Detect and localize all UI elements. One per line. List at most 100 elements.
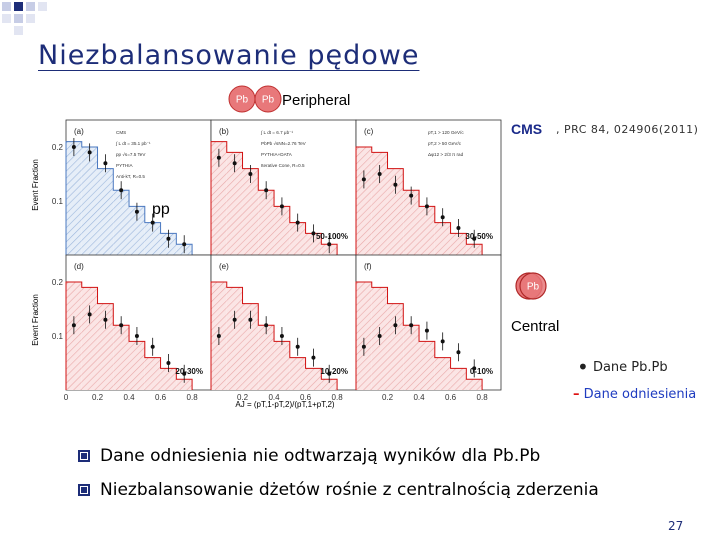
reference-bar [144, 222, 161, 255]
x-tick-label: 0.8 [187, 393, 199, 402]
data-point [182, 242, 187, 247]
reference-histogram-line [355, 281, 483, 390]
page-number: 27 [668, 519, 684, 533]
reference-bar [81, 287, 98, 390]
data-point [119, 323, 124, 328]
x-tick-label: 0.4 [413, 393, 425, 402]
panel-tag: (d) [74, 262, 84, 271]
cms-label: CMS [511, 121, 543, 137]
reference-bar [258, 325, 275, 390]
red-line-icon: – [573, 387, 580, 402]
reference-histogram-line [210, 141, 338, 255]
panel-annotation: pT,1 > 120 GeV/c [428, 130, 464, 135]
data-point [134, 334, 139, 338]
x-tick-label: 0.8 [477, 393, 489, 402]
data-point [87, 312, 92, 317]
data-point [377, 334, 382, 338]
peripheral-label: Peripheral [282, 92, 351, 109]
reference-bar [129, 206, 145, 255]
reference-bar [66, 141, 82, 255]
reference-bar [321, 379, 338, 390]
legend-data-item: • Dane Pb.Pb [577, 355, 668, 379]
reference-bar [274, 206, 290, 255]
data-point [103, 317, 108, 322]
reference-bar [211, 141, 227, 255]
data-point [103, 161, 108, 166]
centrality-label: 0-10% [470, 367, 493, 376]
y-tick-label: 0.1 [52, 197, 64, 206]
x-tick-label: 0.4 [123, 393, 135, 402]
reference-bar [450, 368, 467, 390]
x-tick-label: 0.2 [92, 393, 104, 402]
data-point [424, 204, 429, 209]
cms-aj-figure: (a) CMS ∫ L dt = 35.1 pb⁻¹ pp √s=7.5 TeV PYT… [31, 119, 502, 409]
reference-bar [419, 341, 435, 390]
data-point [311, 355, 316, 360]
legend-data-label: Dane Pb.Pb [592, 360, 668, 375]
reference-bar [113, 325, 130, 390]
data-point [361, 177, 366, 182]
reference-bar [97, 168, 114, 255]
panel-annotation: PbPb √sNN=2.76 TeV [261, 141, 307, 146]
data-point [232, 317, 237, 322]
data-point [456, 350, 461, 355]
reference-bar [466, 379, 483, 390]
data-point [150, 344, 155, 349]
reference-bar [289, 357, 306, 390]
panel-tag: (b) [219, 127, 229, 136]
x-tick-label: 0.6 [300, 393, 312, 402]
reference-bar [466, 244, 483, 255]
reference-histogram-line [65, 281, 193, 390]
reference-bar [434, 357, 451, 390]
panel-annotation: pT,2 > 50 GeV/c [428, 141, 462, 146]
data-point [182, 371, 187, 376]
reference-bar [419, 206, 435, 255]
data-point [232, 161, 237, 166]
square-bullet-icon [78, 484, 90, 496]
x-tick-label: 0.6 [445, 393, 457, 402]
data-point [295, 344, 300, 349]
x-tick-label: 0.4 [268, 393, 280, 402]
data-point [472, 366, 477, 371]
data-point [327, 242, 332, 247]
data-point [361, 344, 366, 349]
reference-histogram-line [210, 281, 338, 390]
reference-bar [129, 341, 145, 390]
panel-annotation: Δφ12 > 2/3 π rad [428, 152, 464, 157]
reference-bar [403, 325, 420, 390]
reference-bar [176, 379, 193, 390]
reference-histogram-line [355, 146, 483, 255]
pb-pb-nuclei-icon: Pb Pb [228, 85, 282, 113]
centrality-label: 10-20% [320, 367, 348, 376]
panel-tag: (c) [364, 127, 374, 136]
centrality-label: 50-100% [316, 232, 348, 241]
reference-citation: , PRC 84, 024906(2011) [556, 123, 699, 136]
data-point [119, 188, 124, 193]
data-point [150, 220, 155, 225]
data-point [377, 172, 382, 176]
centrality-label: 20-30% [175, 367, 203, 376]
reference-bar [113, 190, 130, 255]
reference-bar [226, 152, 243, 255]
data-point [409, 323, 414, 328]
data-point [87, 150, 92, 155]
corner-squares-decoration [2, 2, 47, 35]
bullet-item: Dane odniesienia nie odtwarzają wyników … [78, 446, 540, 466]
reference-histogram-line [65, 141, 193, 255]
data-point [248, 317, 253, 322]
reference-bar [81, 147, 98, 255]
panel-tag: (a) [74, 127, 84, 136]
reference-bar [356, 147, 372, 255]
data-point [264, 188, 269, 193]
pp-label: pp [152, 201, 170, 218]
data-point [279, 204, 284, 209]
bullet-text: Niezbalansowanie dżetów rośnie z central… [100, 480, 599, 500]
reference-bar [97, 303, 114, 390]
reference-bar [144, 357, 161, 390]
y-tick-label: 0.2 [52, 143, 64, 152]
reference-bar [289, 222, 306, 255]
panel-tag: (e) [219, 262, 229, 271]
reference-bar [387, 303, 404, 390]
data-point [456, 226, 461, 230]
panel-annotation: ∫ L dt = 35.1 pb⁻¹ [115, 141, 151, 146]
